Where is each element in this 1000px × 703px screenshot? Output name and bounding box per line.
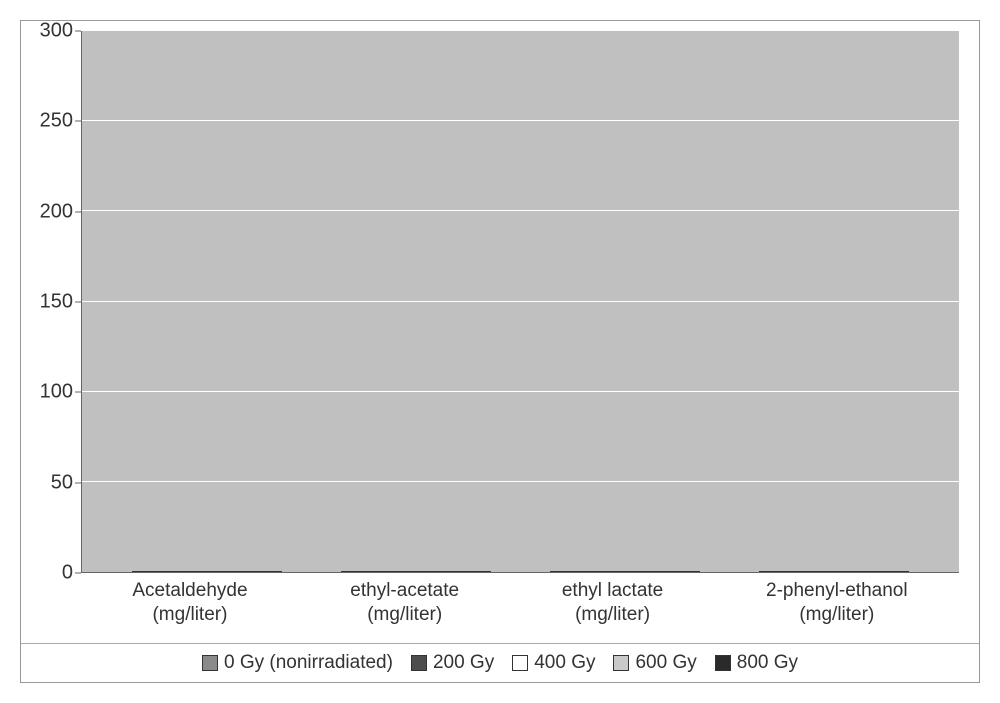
bar-group	[132, 571, 282, 572]
x-label: 2-phenyl-ethanol(mg/liter)	[766, 579, 908, 643]
legend-swatch	[202, 655, 218, 671]
y-tick-label: 250	[40, 110, 73, 133]
x-axis: Acetaldehyde(mg/liter) ethyl-acetate(mg/l…	[21, 573, 979, 643]
gridline	[82, 210, 959, 211]
bar-group	[759, 571, 909, 572]
gridline	[82, 301, 959, 302]
plot-area	[81, 31, 959, 573]
x-label: ethyl-acetate(mg/liter)	[350, 579, 459, 643]
legend-swatch	[613, 655, 629, 671]
legend-item: 200 Gy	[411, 652, 494, 674]
bar	[670, 571, 700, 572]
bar-group	[341, 571, 491, 572]
x-label: Acetaldehyde(mg/liter)	[132, 579, 247, 643]
legend-swatch	[715, 655, 731, 671]
legend-item: 0 Gy (nonirradiated)	[202, 652, 393, 674]
gridline	[82, 120, 959, 121]
y-tick-label: 0	[62, 562, 73, 585]
bar	[879, 571, 909, 572]
bar	[550, 571, 580, 572]
gridline	[82, 391, 959, 392]
bar	[640, 571, 670, 572]
bar	[819, 571, 849, 572]
bar	[162, 571, 192, 572]
bar	[580, 571, 610, 572]
bar-group	[550, 571, 700, 572]
y-tick-label: 200	[40, 200, 73, 223]
y-tick-label: 300	[40, 20, 73, 43]
bar	[401, 571, 431, 572]
bar	[252, 571, 282, 572]
legend-label: 600 Gy	[635, 652, 696, 674]
bar	[759, 571, 789, 572]
y-tick-label: 150	[40, 291, 73, 314]
legend-swatch	[411, 655, 427, 671]
legend-item: 400 Gy	[512, 652, 595, 674]
y-tick-label: 50	[51, 471, 73, 494]
legend-item: 800 Gy	[715, 652, 798, 674]
legend-label: 200 Gy	[433, 652, 494, 674]
legend-item: 600 Gy	[613, 652, 696, 674]
gridline	[82, 481, 959, 482]
legend-label: 400 Gy	[534, 652, 595, 674]
bar	[849, 571, 879, 572]
bar	[610, 571, 640, 572]
bar	[371, 571, 401, 572]
chart-container: 0 50 100 150 200 250 300 Acetaldehyde(mg/liter…	[20, 20, 980, 683]
legend-label: 800 Gy	[737, 652, 798, 674]
bar	[789, 571, 819, 572]
bar	[341, 571, 371, 572]
legend-label: 0 Gy (nonirradiated)	[224, 652, 393, 674]
legend-swatch	[512, 655, 528, 671]
bar	[222, 571, 252, 572]
bar	[192, 571, 222, 572]
bar	[431, 571, 461, 572]
gridline	[82, 30, 959, 31]
bar	[461, 571, 491, 572]
x-label: ethyl lactate(mg/liter)	[562, 579, 663, 643]
legend: 0 Gy (nonirradiated) 200 Gy 400 Gy 600 Gy 80…	[21, 643, 979, 682]
y-tick-label: 100	[40, 381, 73, 404]
bar	[132, 571, 162, 572]
bars-layer	[82, 31, 959, 572]
y-axis: 050100150200250300	[21, 21, 81, 573]
plot-wrapper: 050100150200250300	[21, 21, 979, 573]
